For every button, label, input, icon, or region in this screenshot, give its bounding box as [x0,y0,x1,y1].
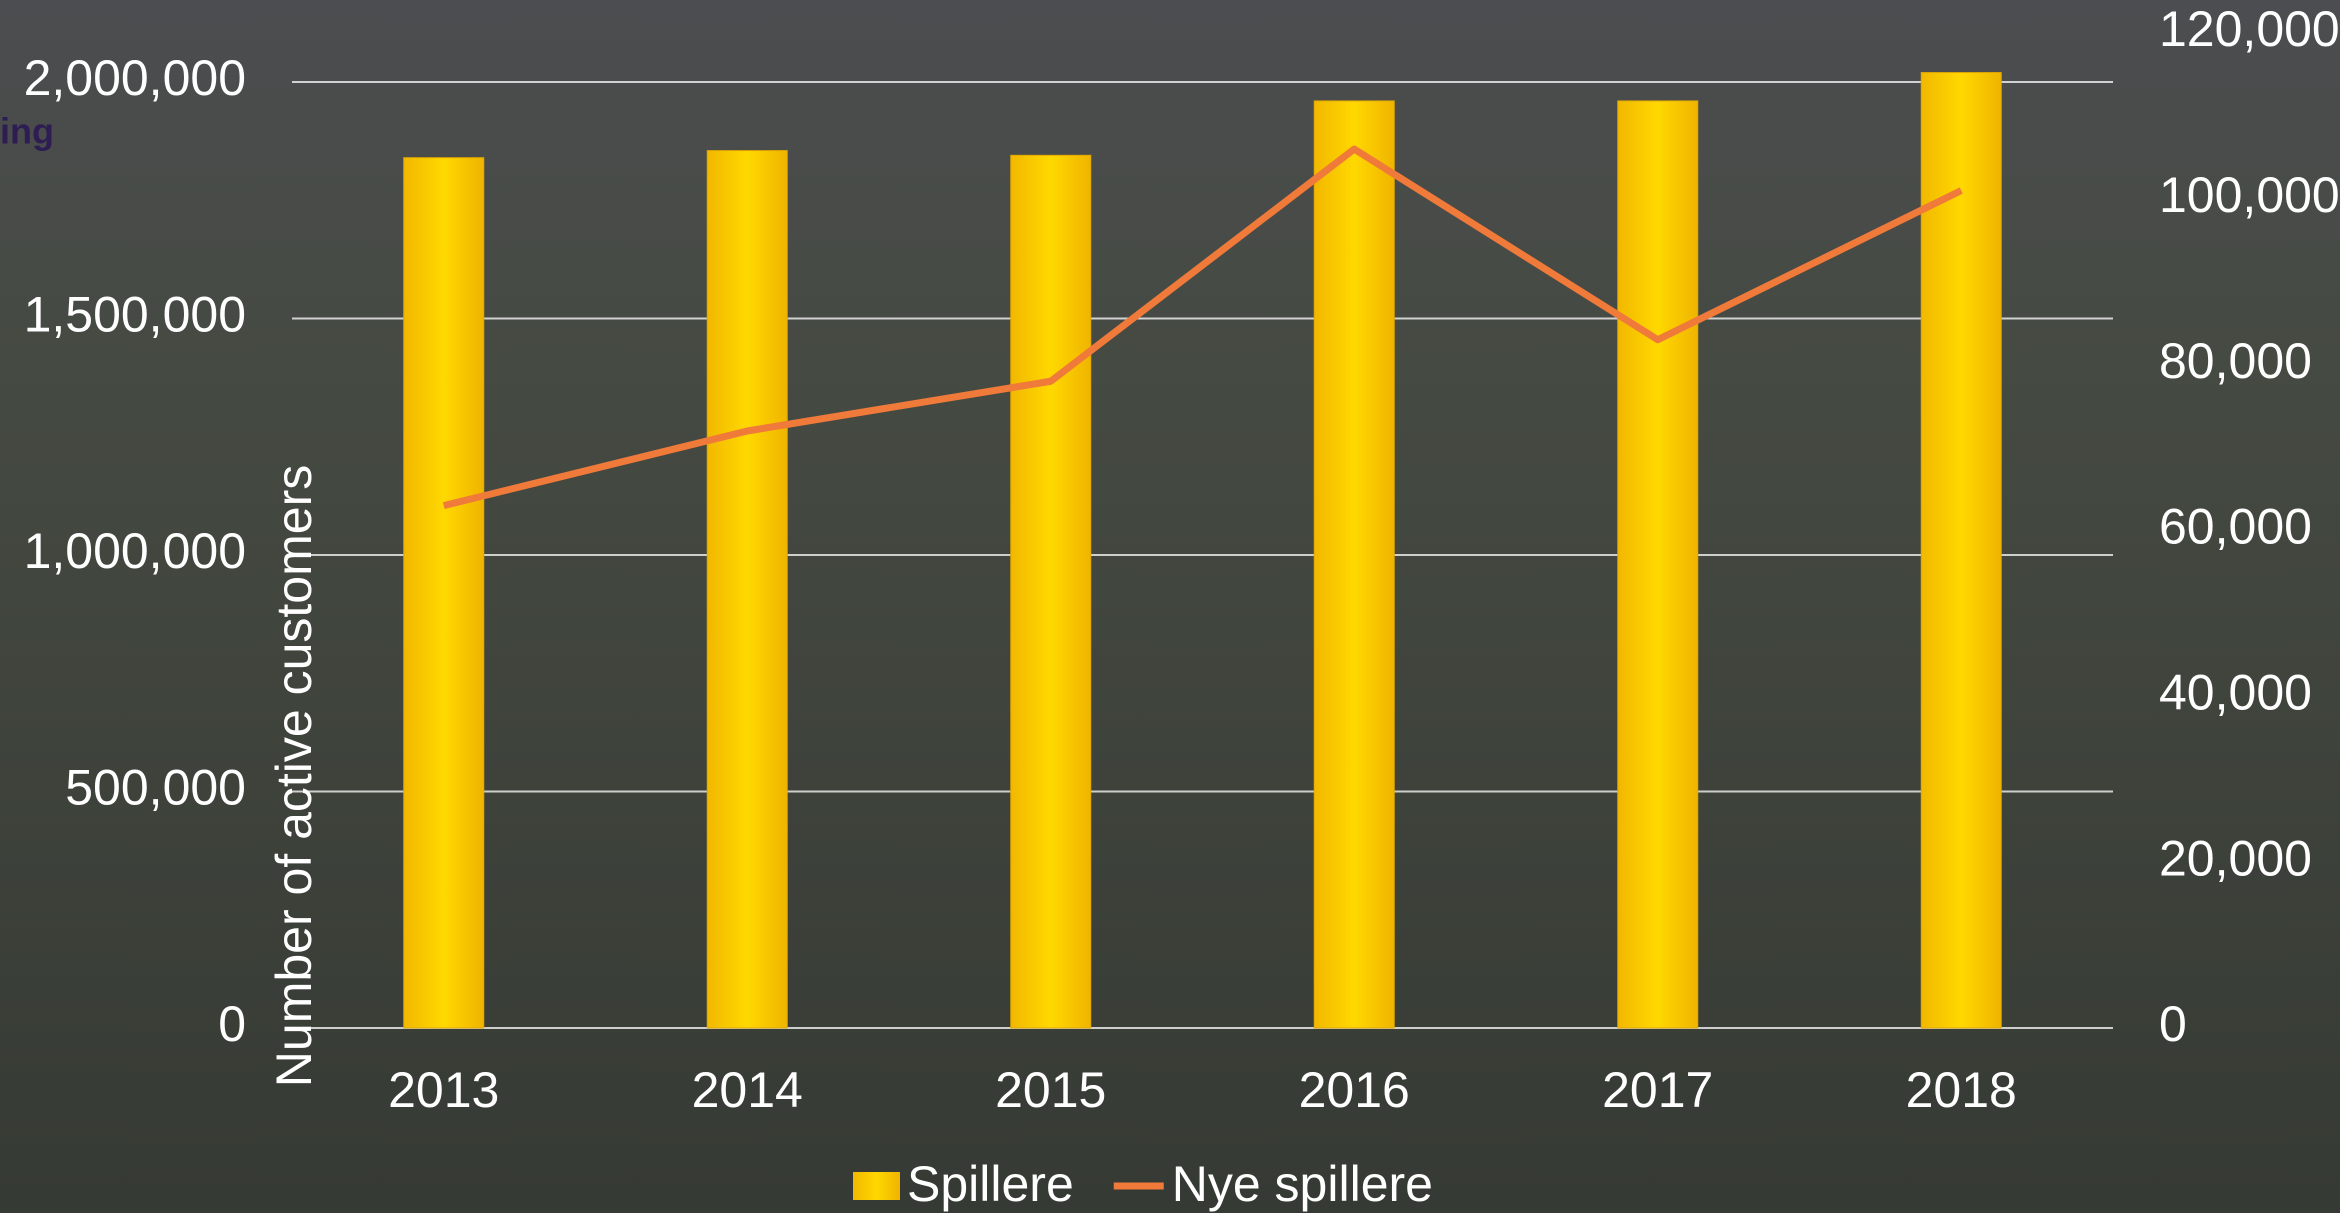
logo-text: ing [0,111,54,152]
bar [1010,154,1092,1029]
x-tick-label: 2014 [692,1062,803,1118]
y2-tick-label: 40,000 [2159,665,2312,721]
bar [1920,72,2002,1029]
bar [1617,100,1699,1029]
y2-tick-label: 100,000 [2159,167,2340,223]
x-tick-label: 2016 [1299,1062,1410,1118]
x-tick-label: 2015 [995,1062,1106,1118]
legend-swatch [853,1172,900,1200]
bar [1313,100,1395,1029]
y-tick-label: 2,000,000 [24,50,246,106]
x-tick-label: 2018 [1906,1062,2017,1118]
legend-label: Nye spillere [1172,1156,1433,1212]
y2-tick-label: 60,000 [2159,499,2312,555]
y-tick-label: 1,000,000 [24,523,246,579]
y-axis-title: Number of active customers [266,465,322,1087]
y2-tick-label: 120,000 [2159,1,2340,57]
bar [706,150,788,1029]
y-tick-label: 500,000 [65,760,246,816]
y-tick-label: 1,500,000 [24,287,246,343]
x-tick-label: 2017 [1602,1062,1713,1118]
x-tick-label: 2013 [388,1062,499,1118]
y2-tick-label: 80,000 [2159,333,2312,389]
line [442,145,1963,510]
y2-tick-label: 20,000 [2159,830,2312,886]
y2-tick-label: 0 [2159,996,2187,1052]
bar [403,157,485,1029]
y-tick-label: 0 [218,996,246,1052]
legend-label: Spillere [907,1156,1074,1212]
